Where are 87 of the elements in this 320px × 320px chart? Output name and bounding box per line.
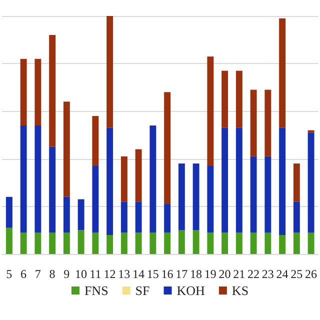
bar <box>106 128 114 235</box>
bar <box>164 204 171 233</box>
bar <box>236 70 242 128</box>
bar <box>164 232 171 254</box>
x-tick-label: 5 <box>6 267 12 281</box>
x-tick-label: 24 <box>276 267 288 281</box>
bar <box>279 18 286 128</box>
bar <box>92 232 99 254</box>
legend-label: FNS <box>84 283 108 298</box>
x-tick-label: 13 <box>118 267 130 281</box>
bar <box>135 202 142 233</box>
bar <box>34 58 42 126</box>
bar <box>293 202 300 233</box>
bar <box>164 92 171 204</box>
bar <box>178 230 185 254</box>
bar <box>250 90 257 156</box>
bar <box>207 56 214 166</box>
x-tick-label: 12 <box>104 267 116 281</box>
bar <box>106 234 114 254</box>
bar <box>78 230 84 254</box>
x-tick-label: 26 <box>305 267 318 281</box>
bar <box>250 156 257 233</box>
x-tick-label: 9 <box>64 267 70 281</box>
x-tick-label: 20 <box>218 267 231 281</box>
bar <box>264 90 272 156</box>
bar <box>236 232 242 254</box>
bar <box>150 125 156 233</box>
bar <box>49 35 56 147</box>
bar <box>150 232 156 254</box>
bar <box>120 232 128 254</box>
x-tick-label: 10 <box>75 267 88 281</box>
bar <box>6 196 12 228</box>
x-tick-label: 6 <box>20 267 27 281</box>
bar <box>279 234 286 254</box>
bar <box>222 232 228 254</box>
x-tick-label: 21 <box>233 267 246 281</box>
bar <box>20 232 27 254</box>
x-tick-label: 23 <box>262 267 274 281</box>
legend-label: KS <box>232 283 249 298</box>
bar <box>49 146 56 233</box>
bar <box>6 228 12 254</box>
bar <box>92 116 99 166</box>
bar <box>120 202 128 233</box>
bar <box>20 125 27 233</box>
legend-label: KOH <box>176 283 205 298</box>
bar <box>34 232 42 254</box>
bar <box>308 232 314 254</box>
x-tick-label: 16 <box>161 267 174 281</box>
bar <box>264 156 272 233</box>
bar <box>279 128 286 235</box>
x-tick-label: 17 <box>176 267 188 281</box>
bar <box>63 196 70 233</box>
bar <box>63 102 70 197</box>
bar <box>135 232 142 254</box>
bar <box>192 230 200 254</box>
bar <box>293 164 300 202</box>
x-tick-label: 22 <box>248 267 260 281</box>
x-tick-label: 11 <box>90 267 102 281</box>
bar <box>135 149 142 202</box>
bar <box>308 132 314 233</box>
bar <box>264 232 272 254</box>
x-tick-label: 15 <box>146 267 159 281</box>
legend-label: SF <box>135 283 150 298</box>
bar <box>192 164 200 230</box>
bar <box>308 130 314 133</box>
bar <box>49 232 56 254</box>
bar <box>222 70 228 128</box>
bar <box>106 16 114 128</box>
bar <box>222 128 228 233</box>
bar <box>34 125 42 233</box>
bar <box>293 232 300 254</box>
x-tick-label: 8 <box>49 267 56 281</box>
bar <box>78 199 84 230</box>
x-tick-label: 7 <box>34 267 41 281</box>
bar <box>92 166 99 233</box>
x-tick-label: 14 <box>132 267 145 281</box>
bar <box>207 166 214 233</box>
bar <box>236 128 242 233</box>
bar <box>250 232 257 254</box>
x-tick-label: 25 <box>290 267 303 281</box>
bar <box>207 232 214 254</box>
bar <box>178 164 185 230</box>
bar <box>20 58 27 126</box>
bar <box>63 232 70 254</box>
x-tick-label: 19 <box>204 267 216 281</box>
x-tick-label: 18 <box>190 267 202 281</box>
bar <box>120 156 128 202</box>
